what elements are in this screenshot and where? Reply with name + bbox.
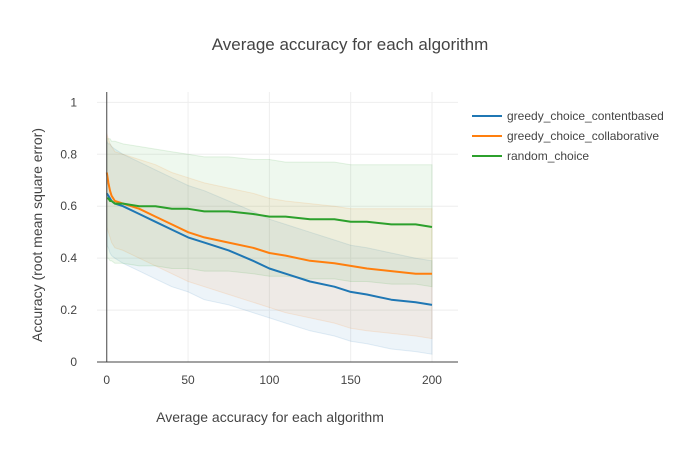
axes xyxy=(97,92,458,363)
error-band-greedy_choice_collaborative xyxy=(106,133,433,340)
series-lines xyxy=(105,172,433,306)
x-tick-label: 0 xyxy=(103,373,110,387)
y-tick-label: 0.2 xyxy=(60,303,77,317)
x-tick-label: 200 xyxy=(422,373,442,387)
error-band-greedy_choice_contentbased xyxy=(106,139,433,355)
legend-label: greedy_choice_contentbased xyxy=(507,109,664,123)
x-tick-label: 50 xyxy=(181,373,195,387)
y-tick-label: 0.8 xyxy=(60,147,77,161)
y-tick-label: 0.4 xyxy=(60,251,77,265)
legend: greedy_choice_contentbased greedy_choice_… xyxy=(472,109,664,163)
x-tick-label: 150 xyxy=(341,373,361,387)
x-axis-title: Average accuracy for each algorithm xyxy=(156,409,384,425)
error-bands xyxy=(106,133,433,355)
y-axis-title: Accuracy (root mean square error) xyxy=(29,128,45,342)
legend-label: greedy_choice_collaborative xyxy=(507,129,659,143)
y-tick-label: 1 xyxy=(70,95,77,109)
y-tick-label: 0.6 xyxy=(60,199,77,213)
y-tick-label: 0 xyxy=(70,355,77,369)
series-line-greedy_choice_collaborative xyxy=(105,172,432,275)
legend-label: random_choice xyxy=(507,149,589,163)
series-line-random_choice xyxy=(106,197,433,228)
error-band-random_choice xyxy=(106,138,433,288)
chart-title: Average accuracy for each algorithm xyxy=(212,35,489,54)
tick-labels: 0 50 100 150 200 0 0.2 0.4 0.6 0.8 1 xyxy=(60,95,442,387)
x-tick-label: 100 xyxy=(259,373,279,387)
